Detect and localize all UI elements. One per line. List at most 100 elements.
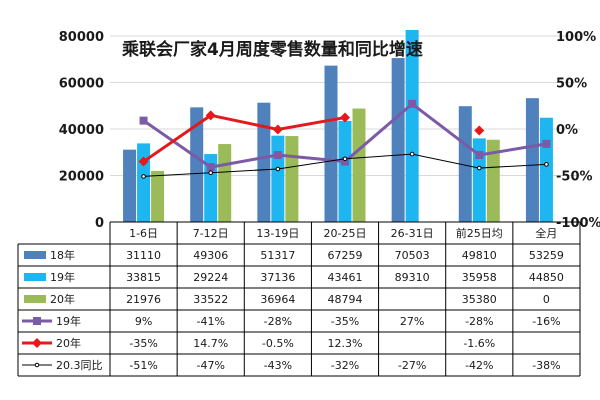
data-label: 44850 — [529, 271, 564, 284]
data-label: -42% — [465, 359, 493, 372]
bar — [458, 106, 472, 222]
bar — [539, 117, 553, 222]
point-marker — [476, 165, 482, 171]
data-label: 43461 — [328, 271, 363, 284]
bar — [218, 144, 232, 222]
y-right-tick-label: -50% — [556, 170, 593, 185]
bar — [151, 170, 165, 222]
data-label: 70503 — [395, 249, 430, 262]
data-label: -27% — [398, 359, 426, 372]
data-label: 33522 — [193, 293, 228, 306]
data-label: -47% — [197, 359, 225, 372]
data-label: 29224 — [193, 271, 228, 284]
bar — [324, 65, 338, 222]
legend-label: 20年 — [56, 336, 81, 350]
data-label: 51317 — [260, 249, 295, 262]
data-label: 33815 — [126, 271, 161, 284]
data-label: -1.6% — [463, 337, 495, 350]
data-label: 12.3% — [328, 337, 363, 350]
legend-label: 19年 — [50, 270, 75, 284]
point-marker — [208, 170, 214, 176]
bar — [405, 30, 419, 222]
data-label: 49306 — [193, 249, 228, 262]
legend-swatch — [24, 251, 46, 259]
data-label: 21976 — [126, 293, 161, 306]
y-left-tick-label: 80000 — [59, 30, 104, 45]
x-category-label: 1-6日 — [129, 227, 158, 240]
data-label: 49810 — [462, 249, 497, 262]
bar — [391, 58, 405, 223]
data-label: -28% — [264, 315, 292, 328]
point-marker — [342, 156, 348, 162]
data-label: -35% — [331, 315, 359, 328]
y-left-tick-label: 0 — [95, 216, 104, 231]
point-marker — [544, 162, 549, 167]
bar — [352, 108, 366, 222]
legend-marker — [34, 362, 40, 368]
data-label: 35958 — [462, 271, 497, 284]
data-label: -32% — [331, 359, 359, 372]
point-marker — [408, 99, 417, 108]
legend-label: 18年 — [50, 248, 75, 262]
legend-swatch — [24, 295, 46, 303]
legend-label: 20.3同比 — [56, 359, 103, 372]
data-label: 0 — [543, 293, 550, 306]
axes: 0 20000 40000 60000 80000 -100% -50% 0% 50% 100% — [59, 30, 600, 231]
point-marker — [139, 116, 148, 125]
data-label: -16% — [532, 315, 560, 328]
bar — [123, 149, 137, 222]
x-category-label: 20-25日 — [324, 227, 367, 240]
y-right-tick-label: 50% — [556, 77, 587, 92]
point-marker — [341, 157, 349, 166]
data-label: 37136 — [260, 271, 295, 284]
data-label: 48794 — [328, 293, 363, 306]
bar — [486, 139, 500, 222]
point-marker — [273, 151, 282, 160]
point-marker — [409, 151, 415, 157]
data-label: 27% — [400, 315, 424, 328]
data-label: -0.5% — [262, 337, 294, 350]
data-label: 9% — [135, 315, 152, 328]
data-label: 36964 — [260, 293, 295, 306]
x-category-label: 7-12日 — [193, 227, 229, 240]
bar — [338, 120, 352, 222]
bar — [271, 135, 285, 222]
data-label: 31110 — [126, 249, 161, 262]
series-line — [142, 113, 346, 163]
chart-title: 乘联会厂家4月周度零售数量和同比增速 — [121, 39, 423, 60]
data-table: 1-6日 7-12日 13-19日 20-25日 26-31日 前25日均 全月 18年 311… — [17, 221, 581, 377]
legend-label: 20年 — [50, 292, 75, 306]
point-marker — [474, 125, 485, 136]
y-left-tick-label: 20000 — [59, 170, 104, 185]
x-category-label: 全月 — [535, 226, 557, 240]
y-right-tick-label: -100% — [556, 216, 600, 231]
bar — [285, 136, 299, 222]
point-marker — [272, 124, 283, 135]
data-label: -51% — [129, 359, 157, 372]
bar — [525, 98, 539, 222]
lines — [138, 99, 551, 179]
bar — [137, 143, 151, 222]
bar — [472, 138, 486, 222]
point-marker — [206, 163, 215, 172]
data-label: 53259 — [529, 249, 564, 262]
data-label: 14.7% — [193, 337, 228, 350]
point-marker — [205, 110, 216, 121]
data-label: -41% — [197, 315, 225, 328]
data-label: -28% — [465, 315, 493, 328]
data-label: -43% — [264, 359, 292, 372]
data-label: 67259 — [328, 249, 363, 262]
legend-marker — [33, 317, 41, 325]
y-left-tick-label: 60000 — [59, 77, 104, 92]
x-category-label: 26-31日 — [391, 227, 434, 240]
point-marker — [141, 174, 146, 179]
data-label: 35380 — [462, 293, 497, 306]
legend-marker — [32, 338, 42, 348]
y-right-tick-label: 0% — [556, 123, 578, 138]
y-right-tick-label: 100% — [556, 30, 596, 45]
point-marker — [275, 166, 281, 172]
point-marker — [475, 151, 484, 160]
legend-label: 19年 — [56, 314, 81, 328]
bar — [257, 102, 271, 222]
